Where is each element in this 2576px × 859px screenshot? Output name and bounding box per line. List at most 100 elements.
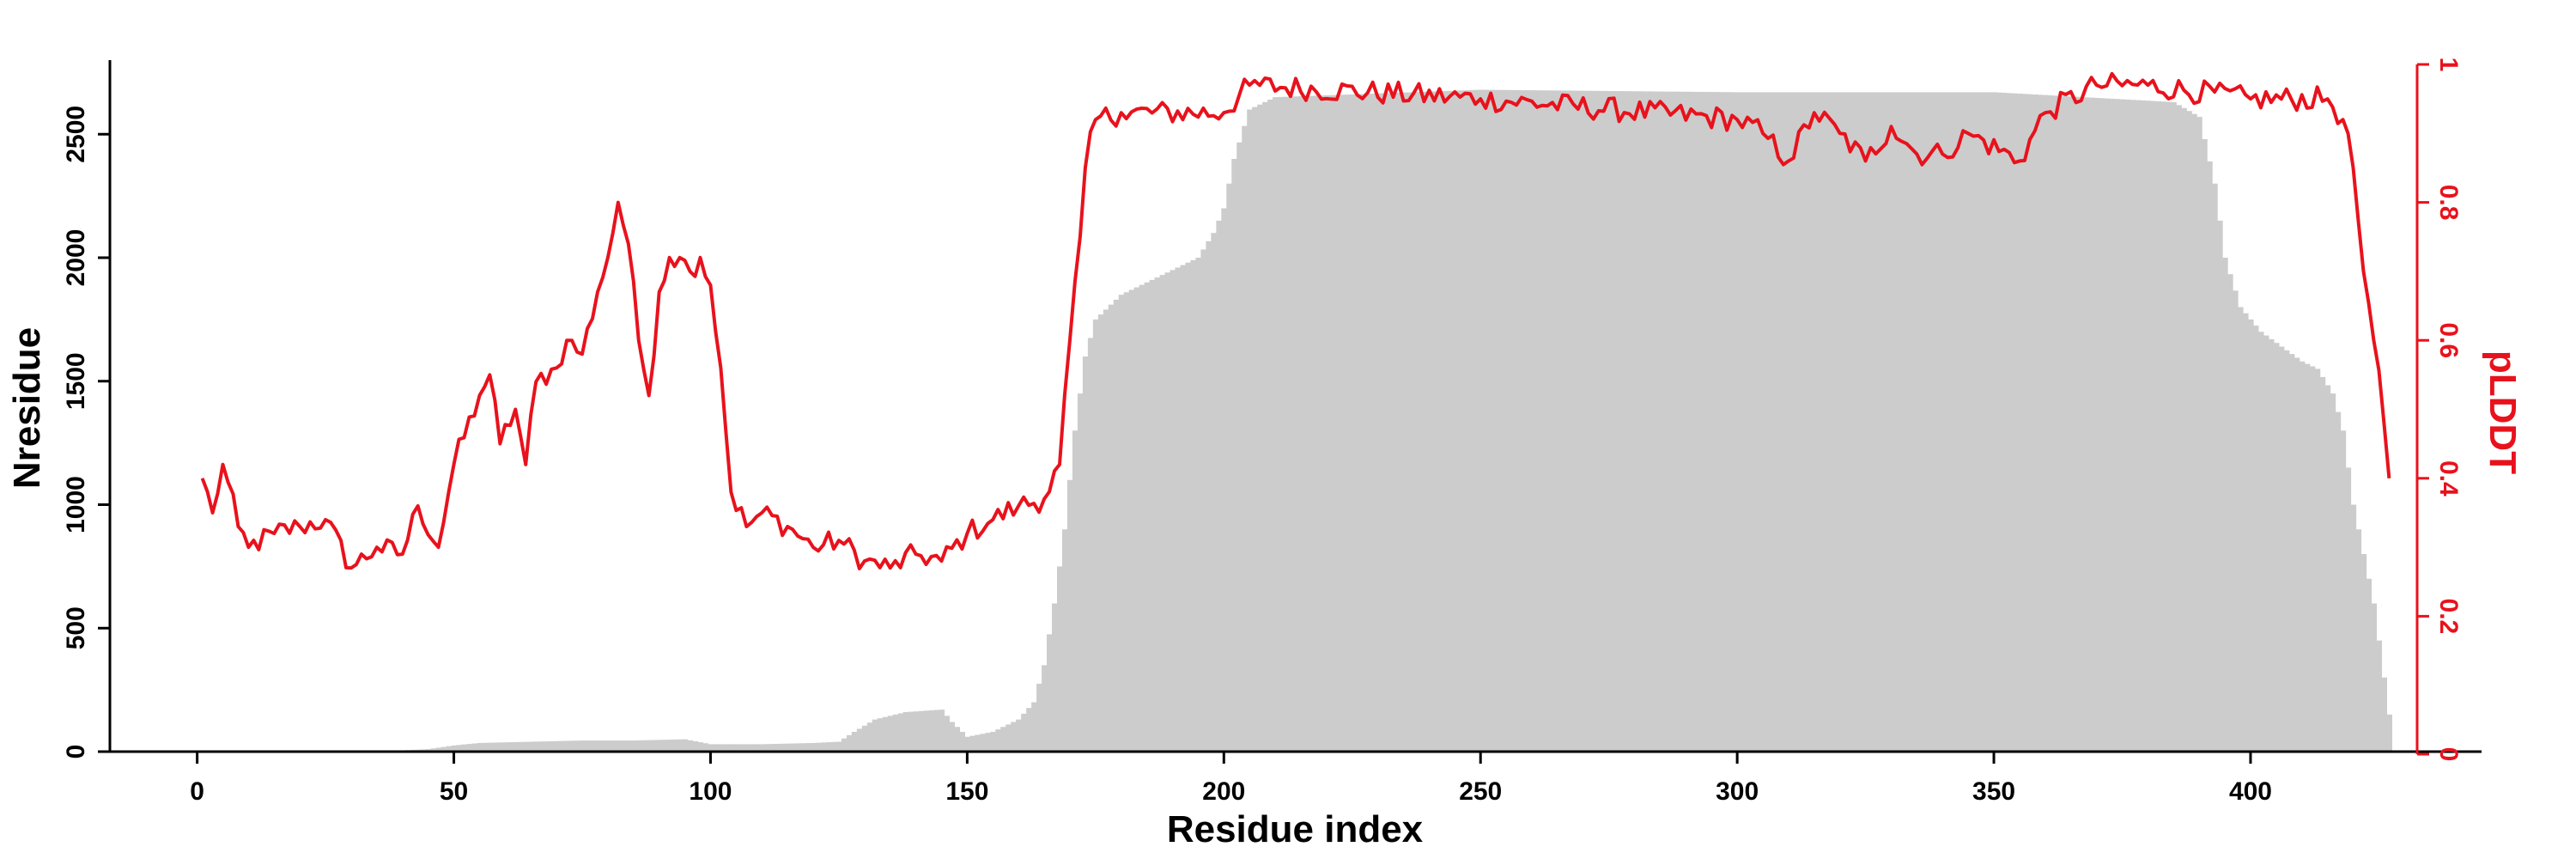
bar bbox=[1785, 92, 1792, 752]
bar bbox=[1673, 91, 1679, 752]
y2-tick-label: 0.8 bbox=[2434, 185, 2463, 221]
x-tick-label: 350 bbox=[1972, 777, 2015, 806]
bar bbox=[1159, 275, 1166, 752]
bar bbox=[461, 744, 468, 752]
bar bbox=[1283, 96, 1289, 752]
bar bbox=[1504, 89, 1510, 752]
bar bbox=[2319, 376, 2326, 752]
y2-tick-label: 0.6 bbox=[2434, 322, 2463, 358]
y2-ticks: 0 0.2 0.4 0.6 0.8 1 bbox=[2417, 58, 2463, 762]
bar bbox=[1837, 92, 1844, 752]
bar bbox=[569, 740, 575, 752]
bar bbox=[1893, 92, 1900, 752]
bar bbox=[518, 741, 524, 752]
bar bbox=[1313, 95, 1320, 752]
bar bbox=[1981, 92, 1987, 752]
bar bbox=[2335, 411, 2342, 752]
bar bbox=[1021, 713, 1027, 752]
bar bbox=[2155, 101, 2161, 752]
bar bbox=[1190, 259, 1197, 752]
bar bbox=[430, 748, 437, 752]
bar bbox=[2283, 350, 2290, 752]
bar bbox=[1057, 566, 1063, 752]
bar bbox=[1971, 92, 1977, 752]
bar bbox=[1442, 91, 1448, 752]
bar bbox=[1698, 91, 1704, 752]
bar bbox=[1549, 90, 1556, 752]
bar bbox=[1344, 94, 1351, 752]
y2-tick-label: 0 bbox=[2434, 747, 2463, 762]
bar bbox=[1149, 279, 1156, 752]
x-axis-title: Residue index bbox=[1167, 808, 1424, 850]
bar bbox=[939, 710, 945, 752]
bar bbox=[1945, 92, 1951, 752]
bar bbox=[1318, 95, 1325, 752]
bar bbox=[1380, 93, 1387, 752]
bar bbox=[2160, 101, 2166, 752]
bar bbox=[1790, 92, 1797, 752]
bar bbox=[1652, 91, 1659, 752]
bar bbox=[975, 734, 981, 752]
bar bbox=[2196, 117, 2202, 752]
bar bbox=[1206, 241, 1212, 752]
bar bbox=[1437, 91, 1443, 752]
bar bbox=[805, 743, 811, 752]
bar bbox=[980, 734, 986, 752]
bar bbox=[928, 710, 935, 752]
bar bbox=[1016, 719, 1022, 752]
bar bbox=[2330, 393, 2336, 752]
bar bbox=[1103, 309, 1109, 752]
bar bbox=[1308, 95, 1315, 752]
bar bbox=[1601, 90, 1607, 752]
bar bbox=[851, 732, 858, 752]
bar bbox=[1123, 292, 1130, 752]
bar bbox=[599, 740, 606, 752]
bar bbox=[1657, 91, 1664, 752]
bar bbox=[733, 744, 739, 752]
bar bbox=[1467, 89, 1473, 752]
bar bbox=[995, 729, 1001, 752]
bar bbox=[2288, 354, 2295, 752]
bar bbox=[1000, 727, 1006, 752]
bar bbox=[1211, 233, 1217, 752]
bar bbox=[1821, 92, 1828, 752]
bar bbox=[1888, 92, 1895, 752]
bar bbox=[775, 743, 781, 752]
bar bbox=[872, 719, 878, 752]
bar bbox=[2304, 363, 2311, 752]
bar bbox=[1375, 93, 1382, 752]
bar bbox=[1452, 90, 1458, 752]
bar bbox=[471, 743, 478, 752]
bar bbox=[790, 743, 796, 752]
bar bbox=[1493, 89, 1499, 752]
y2-axis-title: pLDDT bbox=[2482, 350, 2524, 474]
bar bbox=[2119, 99, 2126, 752]
bar bbox=[1297, 96, 1304, 752]
bar bbox=[1118, 295, 1125, 752]
bar bbox=[1626, 91, 1633, 752]
bar bbox=[2340, 430, 2347, 752]
bar bbox=[723, 744, 729, 752]
bar bbox=[1139, 284, 1145, 752]
bar bbox=[1554, 90, 1561, 752]
bar bbox=[1965, 92, 1971, 752]
bar bbox=[1267, 100, 1273, 752]
bar bbox=[2186, 111, 2192, 752]
bar bbox=[1364, 94, 1371, 752]
bar bbox=[1252, 107, 1258, 752]
bar bbox=[744, 744, 750, 752]
bar bbox=[1991, 92, 1997, 752]
bar bbox=[861, 725, 868, 752]
bar bbox=[1529, 90, 1535, 752]
bar bbox=[585, 740, 591, 752]
bar bbox=[759, 744, 765, 752]
bar bbox=[1606, 90, 1613, 752]
bar bbox=[897, 713, 904, 752]
bar bbox=[1714, 92, 1720, 752]
bar bbox=[1559, 90, 1566, 752]
bar bbox=[1580, 90, 1587, 752]
bar bbox=[811, 742, 817, 752]
bar bbox=[497, 742, 503, 752]
bar bbox=[1262, 101, 1268, 752]
bar bbox=[1108, 304, 1115, 752]
